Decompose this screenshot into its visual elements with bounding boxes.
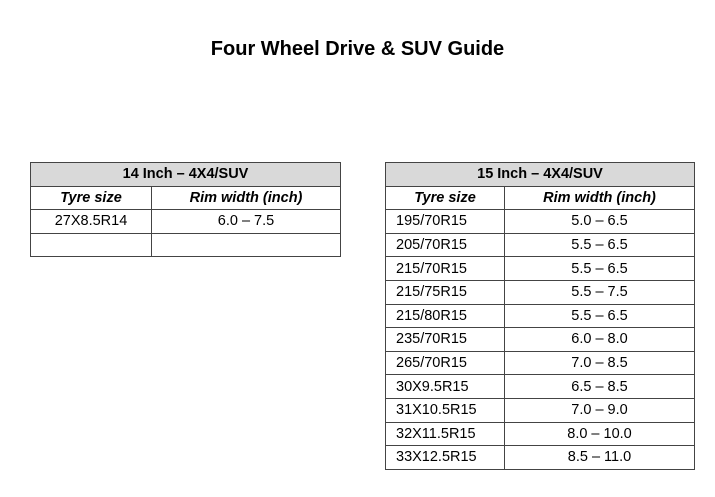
table-cell: 5.5 – 7.5 bbox=[504, 279, 695, 305]
table-row: 265/70R15 7.0 – 8.5 bbox=[385, 350, 695, 376]
table-cell: 5.5 – 6.5 bbox=[504, 256, 695, 281]
table-row: 235/70R15 6.0 – 8.0 bbox=[385, 327, 695, 352]
table-cell: 235/70R15 bbox=[385, 327, 505, 352]
header-row: Tyre size Rim width (inch) bbox=[30, 185, 341, 211]
caption-row: 14 Inch – 4X4/SUV bbox=[30, 162, 341, 187]
table-cell: 265/70R15 bbox=[385, 350, 505, 376]
table-caption: 15 Inch – 4X4/SUV bbox=[385, 162, 695, 187]
table-row: 215/75R15 5.5 – 7.5 bbox=[385, 279, 695, 305]
table-cell: 5.0 – 6.5 bbox=[504, 209, 695, 234]
table-row: 33X12.5R15 8.5 – 11.0 bbox=[385, 445, 695, 470]
table-cell: 7.0 – 9.0 bbox=[504, 397, 695, 423]
table-cell: 215/70R15 bbox=[385, 256, 505, 281]
column-header: Tyre size bbox=[385, 185, 505, 211]
page-title: Four Wheel Drive & SUV Guide bbox=[210, 38, 505, 60]
table: 15 Inch – 4X4/SUV Tyre size Rim width (inc… bbox=[385, 162, 695, 470]
empty-cell bbox=[30, 232, 152, 258]
table-row: 205/70R15 5.5 – 6.5 bbox=[385, 232, 695, 258]
table-cell: 30X9.5R15 bbox=[385, 374, 505, 399]
column-header: Rim width (inch) bbox=[504, 185, 695, 211]
table-row: 215/80R15 5.5 – 6.5 bbox=[385, 303, 695, 329]
table-cell: 7.0 – 8.5 bbox=[504, 350, 695, 376]
table-cell: 32X11.5R15 bbox=[385, 421, 505, 447]
empty-row bbox=[30, 232, 341, 258]
table-row: 30X9.5R15 6.5 – 8.5 bbox=[385, 374, 695, 399]
table-caption: 14 Inch – 4X4/SUV bbox=[30, 162, 341, 187]
table-cell: 215/80R15 bbox=[385, 303, 505, 329]
table-row: 31X10.5R15 7.0 – 9.0 bbox=[385, 397, 695, 423]
table-cell: 215/75R15 bbox=[385, 279, 505, 305]
column-header: Tyre size bbox=[30, 185, 152, 211]
table: 14 Inch – 4X4/SUV Tyre size Rim width (inc… bbox=[30, 162, 341, 258]
table-row: 195/70R15 5.0 – 6.5 bbox=[385, 209, 695, 234]
table-cell: 6.5 – 8.5 bbox=[504, 374, 695, 399]
table-row: 32X11.5R15 8.0 – 10.0 bbox=[385, 421, 695, 447]
table-cell: 6.0 – 8.0 bbox=[504, 327, 695, 352]
table-cell: 31X10.5R15 bbox=[385, 397, 505, 423]
table-cell: 27X8.5R14 bbox=[30, 209, 152, 234]
table-cell: 8.5 – 11.0 bbox=[504, 445, 695, 470]
table-cell: 195/70R15 bbox=[385, 209, 505, 234]
table-cell: 5.5 – 6.5 bbox=[504, 232, 695, 258]
table-cell: 8.0 – 10.0 bbox=[504, 421, 695, 447]
table-cell: 6.0 – 7.5 bbox=[151, 209, 341, 234]
caption-row: 15 Inch – 4X4/SUV bbox=[385, 162, 695, 187]
column-header: Rim width (inch) bbox=[151, 185, 341, 211]
header-row: Tyre size Rim width (inch) bbox=[385, 185, 695, 211]
table-cell: 5.5 – 6.5 bbox=[504, 303, 695, 329]
table-row: 27X8.5R14 6.0 – 7.5 bbox=[30, 209, 341, 234]
table-cell: 33X12.5R15 bbox=[385, 445, 505, 470]
table-cell: 205/70R15 bbox=[385, 232, 505, 258]
table-row: 215/70R15 5.5 – 6.5 bbox=[385, 256, 695, 281]
empty-cell bbox=[151, 232, 341, 258]
